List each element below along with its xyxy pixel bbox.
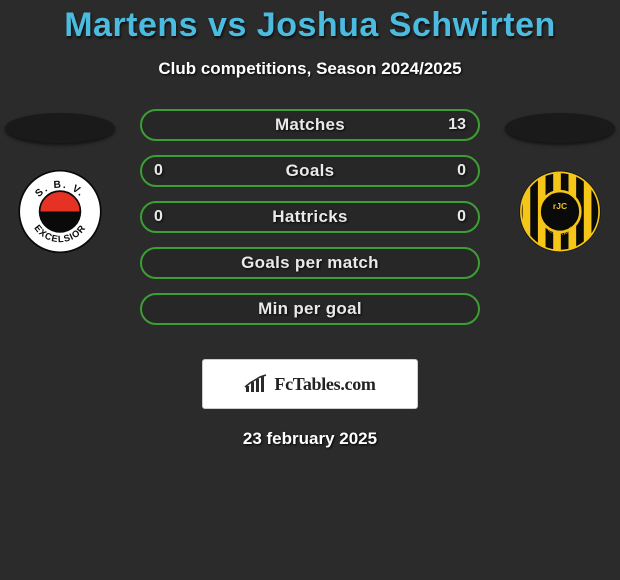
accent-ellipse-left	[5, 113, 115, 143]
comparison-body: S. B. V. EXCELSIOR	[0, 109, 620, 339]
page-title: Martens vs Joshua Schwirten	[0, 6, 620, 45]
stat-label: Hattricks	[272, 207, 347, 227]
accent-ellipse-right	[505, 113, 615, 143]
stat-value-right: 0	[457, 203, 466, 231]
season-subtitle: Club competitions, Season 2024/2025	[0, 59, 620, 79]
stat-label: Goals	[286, 161, 335, 181]
brand-label: FcTables.com	[274, 374, 375, 395]
stat-row-hattricks: 0 Hattricks 0	[140, 201, 480, 233]
stat-row-goals: 0 Goals 0	[140, 155, 480, 187]
stat-value-right: 0	[457, 157, 466, 185]
team-badge-right: rJC KERKRADE	[510, 169, 610, 254]
comparison-card: Martens vs Joshua Schwirten Club competi…	[0, 0, 620, 580]
stat-label: Matches	[275, 115, 345, 135]
stat-label: Min per goal	[258, 299, 362, 319]
roda-badge-icon: rJC KERKRADE	[510, 169, 610, 254]
stat-label: Goals per match	[241, 253, 379, 273]
stat-value-left: 0	[154, 203, 163, 231]
snapshot-date: 23 february 2025	[0, 429, 620, 449]
stat-row-matches: Matches 13	[140, 109, 480, 141]
stat-row-goals-per-match: Goals per match	[140, 247, 480, 279]
excelsior-badge-icon: S. B. V. EXCELSIOR	[10, 169, 110, 254]
stat-rows: Matches 13 0 Goals 0 0 Hattricks 0 Goals…	[140, 109, 480, 325]
stat-value-right: 13	[448, 111, 466, 139]
brand-watermark: FcTables.com	[202, 359, 418, 409]
svg-text:rJC: rJC	[553, 201, 567, 211]
stat-value-left: 0	[154, 157, 163, 185]
team-badge-left: S. B. V. EXCELSIOR	[10, 169, 110, 254]
stat-row-min-per-goal: Min per goal	[140, 293, 480, 325]
bar-chart-icon	[244, 374, 268, 394]
